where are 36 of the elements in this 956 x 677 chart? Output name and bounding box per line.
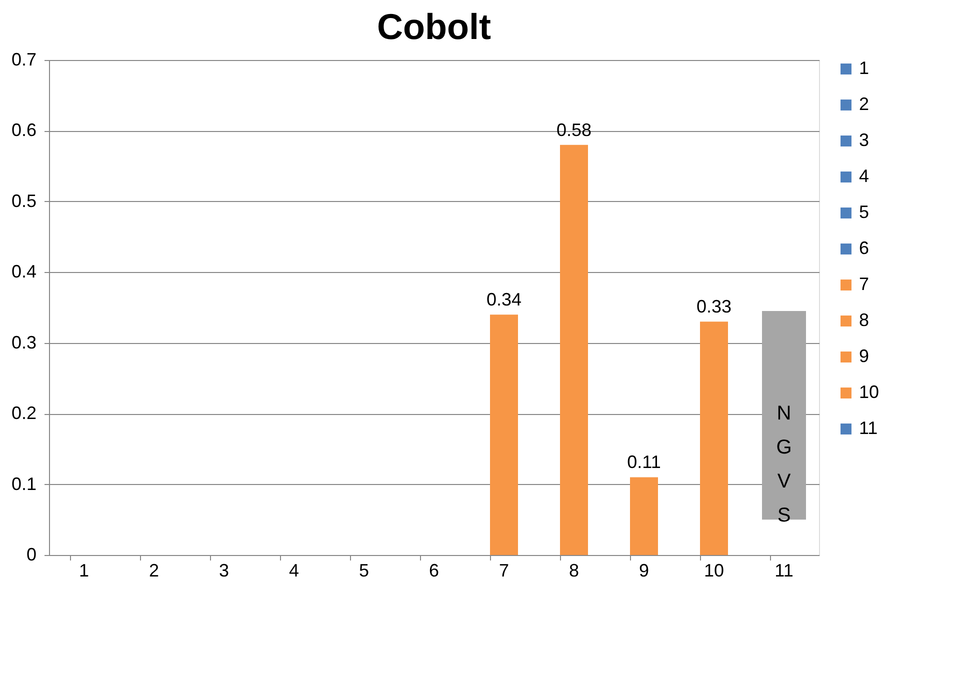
- y-tick-label: 0.2: [11, 403, 36, 424]
- x-tick-label: 11: [774, 560, 794, 580]
- legend-label: 9: [859, 346, 870, 366]
- x-tick-label: 8: [568, 560, 580, 580]
- legend-label: 1: [859, 58, 870, 78]
- legend-label: 10: [859, 382, 880, 402]
- chart-title: Cobolt: [377, 6, 491, 47]
- y-tick-label: 0.4: [11, 262, 36, 282]
- x-tick-label: 9: [638, 560, 650, 580]
- x-tick-label: 1: [78, 560, 90, 580]
- data-label: 0.11: [627, 452, 661, 472]
- y-tick-label: 0.5: [11, 190, 36, 211]
- legend-label: 2: [859, 94, 870, 114]
- y-tick-label: 0.3: [11, 332, 36, 352]
- x-tick-label: 10: [704, 560, 724, 580]
- x-tick-label: 2: [148, 560, 160, 580]
- legend-label: 11: [859, 418, 878, 438]
- annotation: NGVS: [776, 402, 792, 527]
- x-tick-label: 5: [358, 560, 370, 580]
- x-tick-label: 6: [428, 560, 440, 580]
- data-label: 0.33: [696, 296, 732, 317]
- legend-label: 8: [859, 310, 870, 330]
- legend-label: 5: [859, 202, 870, 222]
- y-tick-label: 0.7: [11, 50, 36, 70]
- legend-label: 7: [859, 274, 870, 294]
- x-tick-label: 3: [218, 560, 230, 580]
- x-tick-label: 4: [288, 560, 300, 580]
- y-tick-label: 0.6: [11, 120, 36, 140]
- y-tick-label: 0.1: [11, 474, 36, 494]
- legend-label: 3: [859, 130, 870, 150]
- legend-label: 4: [859, 166, 870, 186]
- x-tick-label: 7: [498, 560, 510, 580]
- legend-label: 6: [859, 238, 870, 258]
- data-label: 0.34: [486, 290, 522, 310]
- data-label: 0.58: [556, 120, 592, 140]
- y-tick-label: 0: [26, 544, 36, 564]
